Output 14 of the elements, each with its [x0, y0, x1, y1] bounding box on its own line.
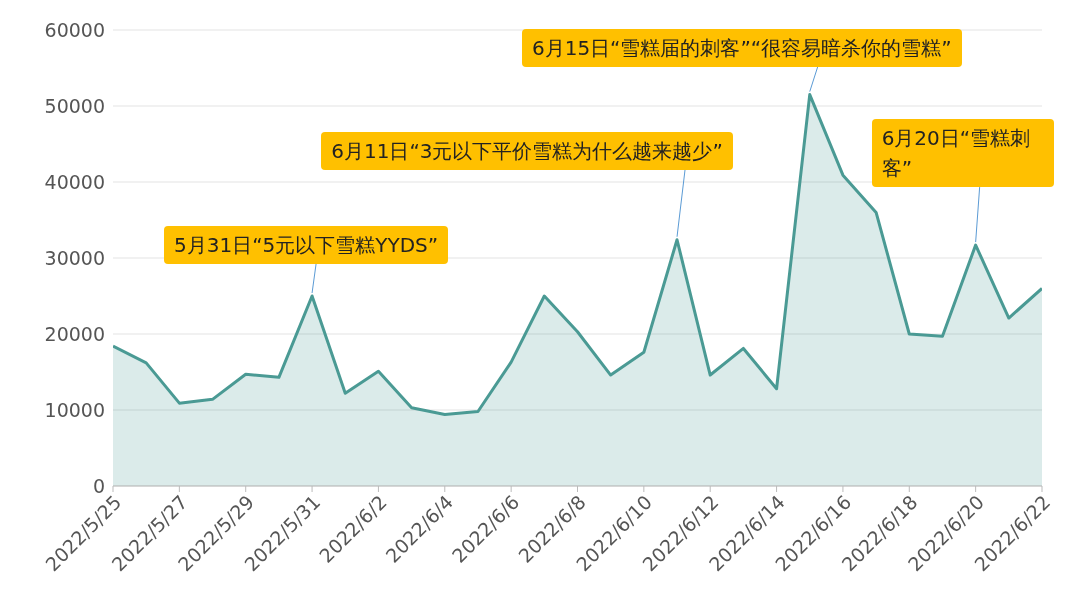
callout: 5月31日“5元以下雪糕YYDS”	[164, 226, 449, 294]
y-tick-label: 40000	[44, 170, 105, 193]
callout: 6月20日“雪糕刺客”	[871, 119, 1054, 243]
annotation: 6月15日“雪糕届的刺客”“很容易暗杀你的雪糕”	[521, 28, 962, 67]
callout: 6月15日“雪糕届的刺客”“很容易暗杀你的雪糕”	[521, 28, 962, 93]
annotation: 6月11日“3元以下平价雪糕为什么越来越少”	[321, 131, 733, 170]
y-tick-label: 10000	[44, 398, 105, 421]
y-tick-label: 0	[92, 474, 105, 497]
y-tick-label: 60000	[44, 18, 105, 41]
y-tick-label: 50000	[44, 94, 105, 117]
y-tick-label: 30000	[44, 246, 105, 269]
annotation: 5月31日“5元以下雪糕YYDS”	[163, 226, 449, 264]
annotation: 6月20日“雪糕刺客”	[871, 119, 1054, 188]
y-tick-label: 20000	[44, 322, 105, 345]
